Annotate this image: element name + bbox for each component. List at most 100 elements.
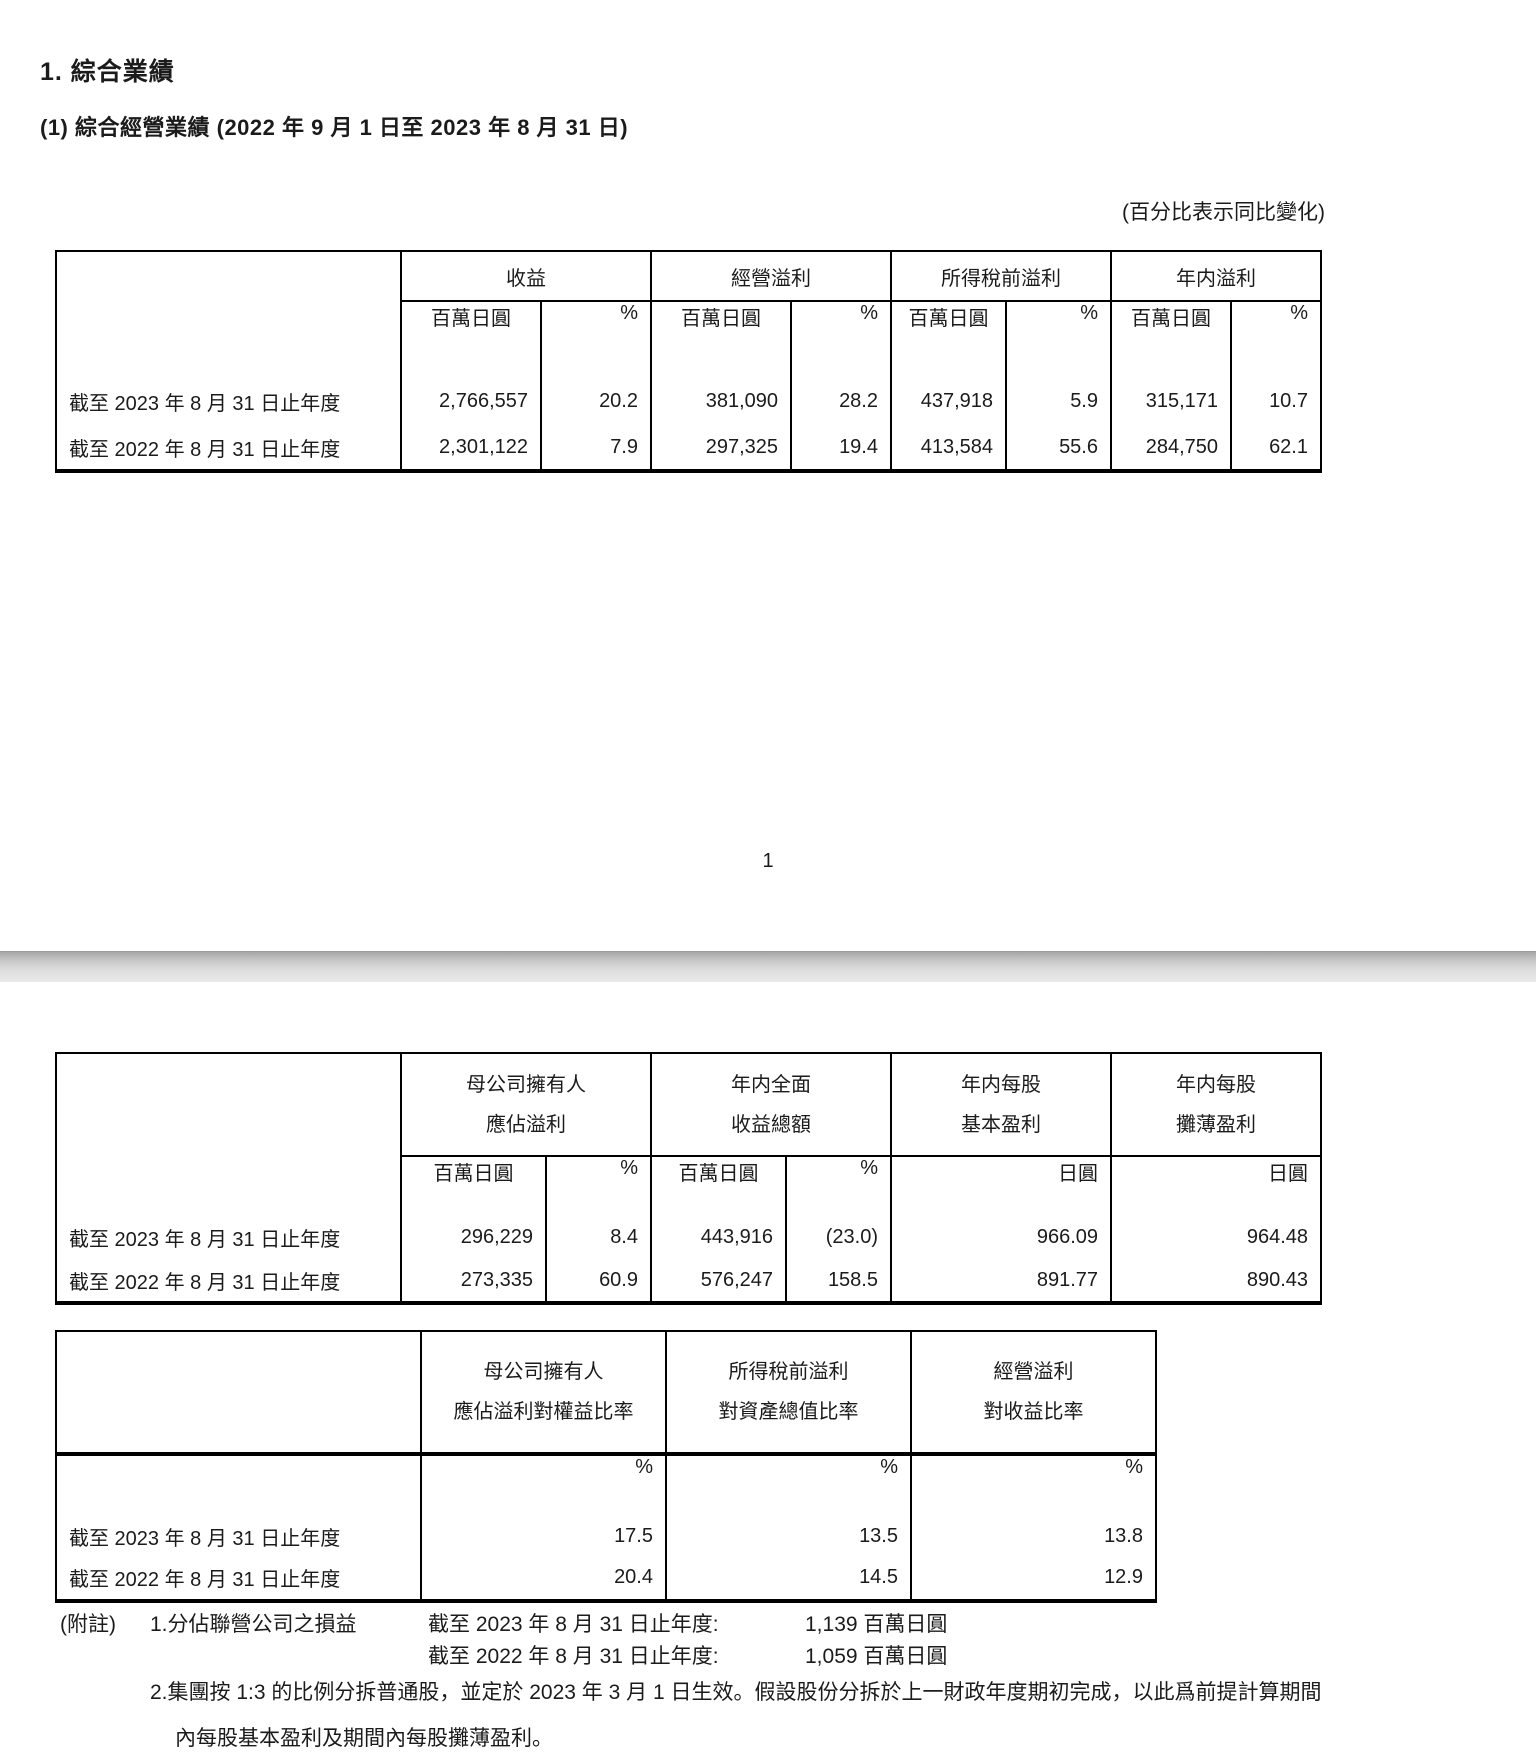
cell: 315,171 — [1110, 376, 1231, 426]
header-line: 年内每股 — [1176, 1073, 1256, 1096]
row-label: 截至 2022 年 8 月 31 日止年度 — [69, 1569, 341, 1591]
cell: 20.4 — [420, 1556, 666, 1601]
table-row: 截至 2022 年 8 月 31 日止年度 273,335 60.9 576,2… — [56, 1259, 1321, 1303]
table-row: 母公司擁有人 應佔溢利對權益比率 所得稅前溢利 對資產總值比率 經營溢利 對收益… — [56, 1331, 1156, 1456]
header-line: 基本盈利 — [961, 1113, 1041, 1136]
header-line: 所得稅前溢利 — [728, 1361, 849, 1383]
cell: (23.0) — [785, 1216, 891, 1259]
unit-header: 百萬日圓 — [650, 1156, 786, 1216]
footnote-2-line-1: 2.集團按 1:3 的比例分拆普通股，並定於 2023 年 3 月 1 日生效。… — [150, 1681, 1322, 1704]
table-row: 百萬日圓 % 百萬日圓 % 日圓 日圓 — [56, 1156, 1321, 1216]
unit-header: 百萬日圓 — [400, 1156, 546, 1216]
header-line: 母公司擁有人 — [483, 1361, 604, 1383]
cell: 13.5 — [665, 1516, 911, 1556]
cell: 62.1 — [1230, 426, 1321, 471]
column-group-revenue: 收益 — [400, 251, 651, 302]
cell: 297,325 — [650, 426, 791, 471]
footnote-1-value-2023: 1,139 百萬日圓 — [805, 1613, 948, 1636]
corner-cell — [56, 1053, 401, 1216]
column-group-basic-eps: 年内每股 基本盈利 — [890, 1053, 1111, 1157]
cell: 7.9 — [540, 426, 651, 471]
cell: 576,247 — [650, 1259, 786, 1303]
cell: 5.9 — [1005, 376, 1111, 426]
row-label: 截至 2023 年 8 月 31 日止年度 — [69, 392, 341, 415]
column-group-profit-before-tax: 所得稅前溢利 — [890, 251, 1111, 302]
cell: 284,750 — [1110, 426, 1231, 471]
cell: 12.9 — [910, 1556, 1156, 1601]
footnote-1-value-2022: 1,059 百萬日圓 — [805, 1645, 948, 1668]
section-subtitle: (1) 綜合經營業績 (2022 年 9 月 1 日至 2023 年 8 月 3… — [40, 115, 629, 140]
unit-header: % — [1230, 301, 1321, 376]
ratios-table: 母公司擁有人 應佔溢利對權益比率 所得稅前溢利 對資產總值比率 經營溢利 對收益… — [55, 1330, 1157, 1603]
cell: 13.8 — [910, 1516, 1156, 1556]
cell: 891.77 — [890, 1259, 1111, 1303]
cell: 10.7 — [1230, 376, 1321, 426]
cell: 273,335 — [400, 1259, 546, 1303]
unit-header: % — [545, 1156, 651, 1216]
cell: 20.2 — [540, 376, 651, 426]
header-line: 攤薄盈利 — [1176, 1113, 1256, 1136]
table-row: 截至 2022 年 8 月 31 日止年度 20.4 14.5 12.9 — [56, 1556, 1156, 1601]
results-table-1: 收益 經營溢利 所得稅前溢利 年内溢利 百萬日圓 % 百萬日圓 % 百萬日圓 %… — [55, 250, 1322, 473]
footnote-1-label: 1.分佔聯營公司之損益 — [150, 1613, 357, 1636]
unit-header: % — [540, 301, 651, 376]
unit-header: % — [665, 1454, 911, 1516]
header-line: 經營溢利 — [993, 1361, 1074, 1383]
page-title: 1. 綜合業績 — [40, 58, 175, 86]
cell: 964.48 — [1110, 1216, 1321, 1259]
header-line: 年内全面 — [731, 1073, 811, 1096]
unit-header: 日圓 — [1110, 1156, 1321, 1216]
cell: 966.09 — [890, 1216, 1111, 1259]
corner-cell — [56, 1331, 421, 1456]
cell: 28.2 — [790, 376, 891, 426]
page-number: 1 — [762, 850, 774, 872]
footnote-1-period-2023: 截至 2023 年 8 月 31 日止年度: — [428, 1613, 719, 1636]
column-group-total-comprehensive-income: 年内全面 收益總額 — [650, 1053, 891, 1157]
results-table-2: 母公司擁有人 應佔溢利 年内全面 收益總額 年内每股 基本盈利 年内每股 攤薄盈… — [55, 1052, 1322, 1305]
cell: 14.5 — [665, 1556, 911, 1601]
column-group-profit-owners-of-parent: 母公司擁有人 應佔溢利 — [400, 1053, 651, 1157]
cell: 296,229 — [400, 1216, 546, 1259]
unit-header: % — [1005, 301, 1111, 376]
percentage-note: (百分比表示同比變化) — [1122, 201, 1325, 224]
unit-header: 百萬日圓 — [400, 301, 541, 376]
header-line: 應佔溢利對權益比率 — [453, 1401, 634, 1423]
cell: 2,766,557 — [400, 376, 541, 426]
column-group-profit-to-assets-ratio: 所得稅前溢利 對資產總值比率 — [665, 1331, 911, 1456]
empty-cell — [56, 1454, 421, 1516]
unit-header: % — [420, 1454, 666, 1516]
column-group-operating-profit: 經營溢利 — [650, 251, 891, 302]
column-group-profit-to-equity-ratio: 母公司擁有人 應佔溢利對權益比率 — [420, 1331, 666, 1456]
unit-header: % — [785, 1156, 891, 1216]
cell: 17.5 — [420, 1516, 666, 1556]
footnote-1-period-2022: 截至 2022 年 8 月 31 日止年度: — [428, 1645, 719, 1668]
unit-header: 百萬日圓 — [1110, 301, 1231, 376]
unit-header: % — [910, 1454, 1156, 1516]
table-row: 母公司擁有人 應佔溢利 年内全面 收益總額 年内每股 基本盈利 年内每股 攤薄盈… — [56, 1053, 1321, 1157]
cell: 2,301,122 — [400, 426, 541, 471]
cell: 55.6 — [1005, 426, 1111, 471]
column-group-profit-for-year: 年内溢利 — [1110, 251, 1321, 302]
cell: 413,584 — [890, 426, 1006, 471]
row-label: 截至 2023 年 8 月 31 日止年度 — [69, 1527, 341, 1550]
header-line: 對收益比率 — [983, 1401, 1084, 1423]
cell: 437,918 — [890, 376, 1006, 426]
row-label: 截至 2023 年 8 月 31 日止年度 — [69, 1229, 341, 1251]
table-row: 截至 2023 年 8 月 31 日止年度 17.5 13.5 13.8 — [56, 1516, 1156, 1556]
unit-header: 百萬日圓 — [650, 301, 791, 376]
cell: 60.9 — [545, 1259, 651, 1303]
page-separator — [0, 951, 1536, 982]
cell: 381,090 — [650, 376, 791, 426]
table-row: 百萬日圓 % 百萬日圓 % 百萬日圓 % 百萬日圓 % — [56, 301, 1321, 376]
unit-header: % — [790, 301, 891, 376]
cell: 8.4 — [545, 1216, 651, 1259]
header-line: 對資產總值比率 — [718, 1401, 859, 1423]
cell: 19.4 — [790, 426, 891, 471]
table-row: 截至 2023 年 8 月 31 日止年度 2,766,557 20.2 381… — [56, 376, 1321, 426]
cell: 158.5 — [785, 1259, 891, 1303]
header-line: 收益總額 — [731, 1113, 811, 1136]
header-line: 應佔溢利 — [486, 1113, 566, 1136]
table-row: % % % — [56, 1454, 1156, 1516]
cell: 890.43 — [1110, 1259, 1321, 1303]
footnote-tag: (附註) — [60, 1613, 116, 1636]
